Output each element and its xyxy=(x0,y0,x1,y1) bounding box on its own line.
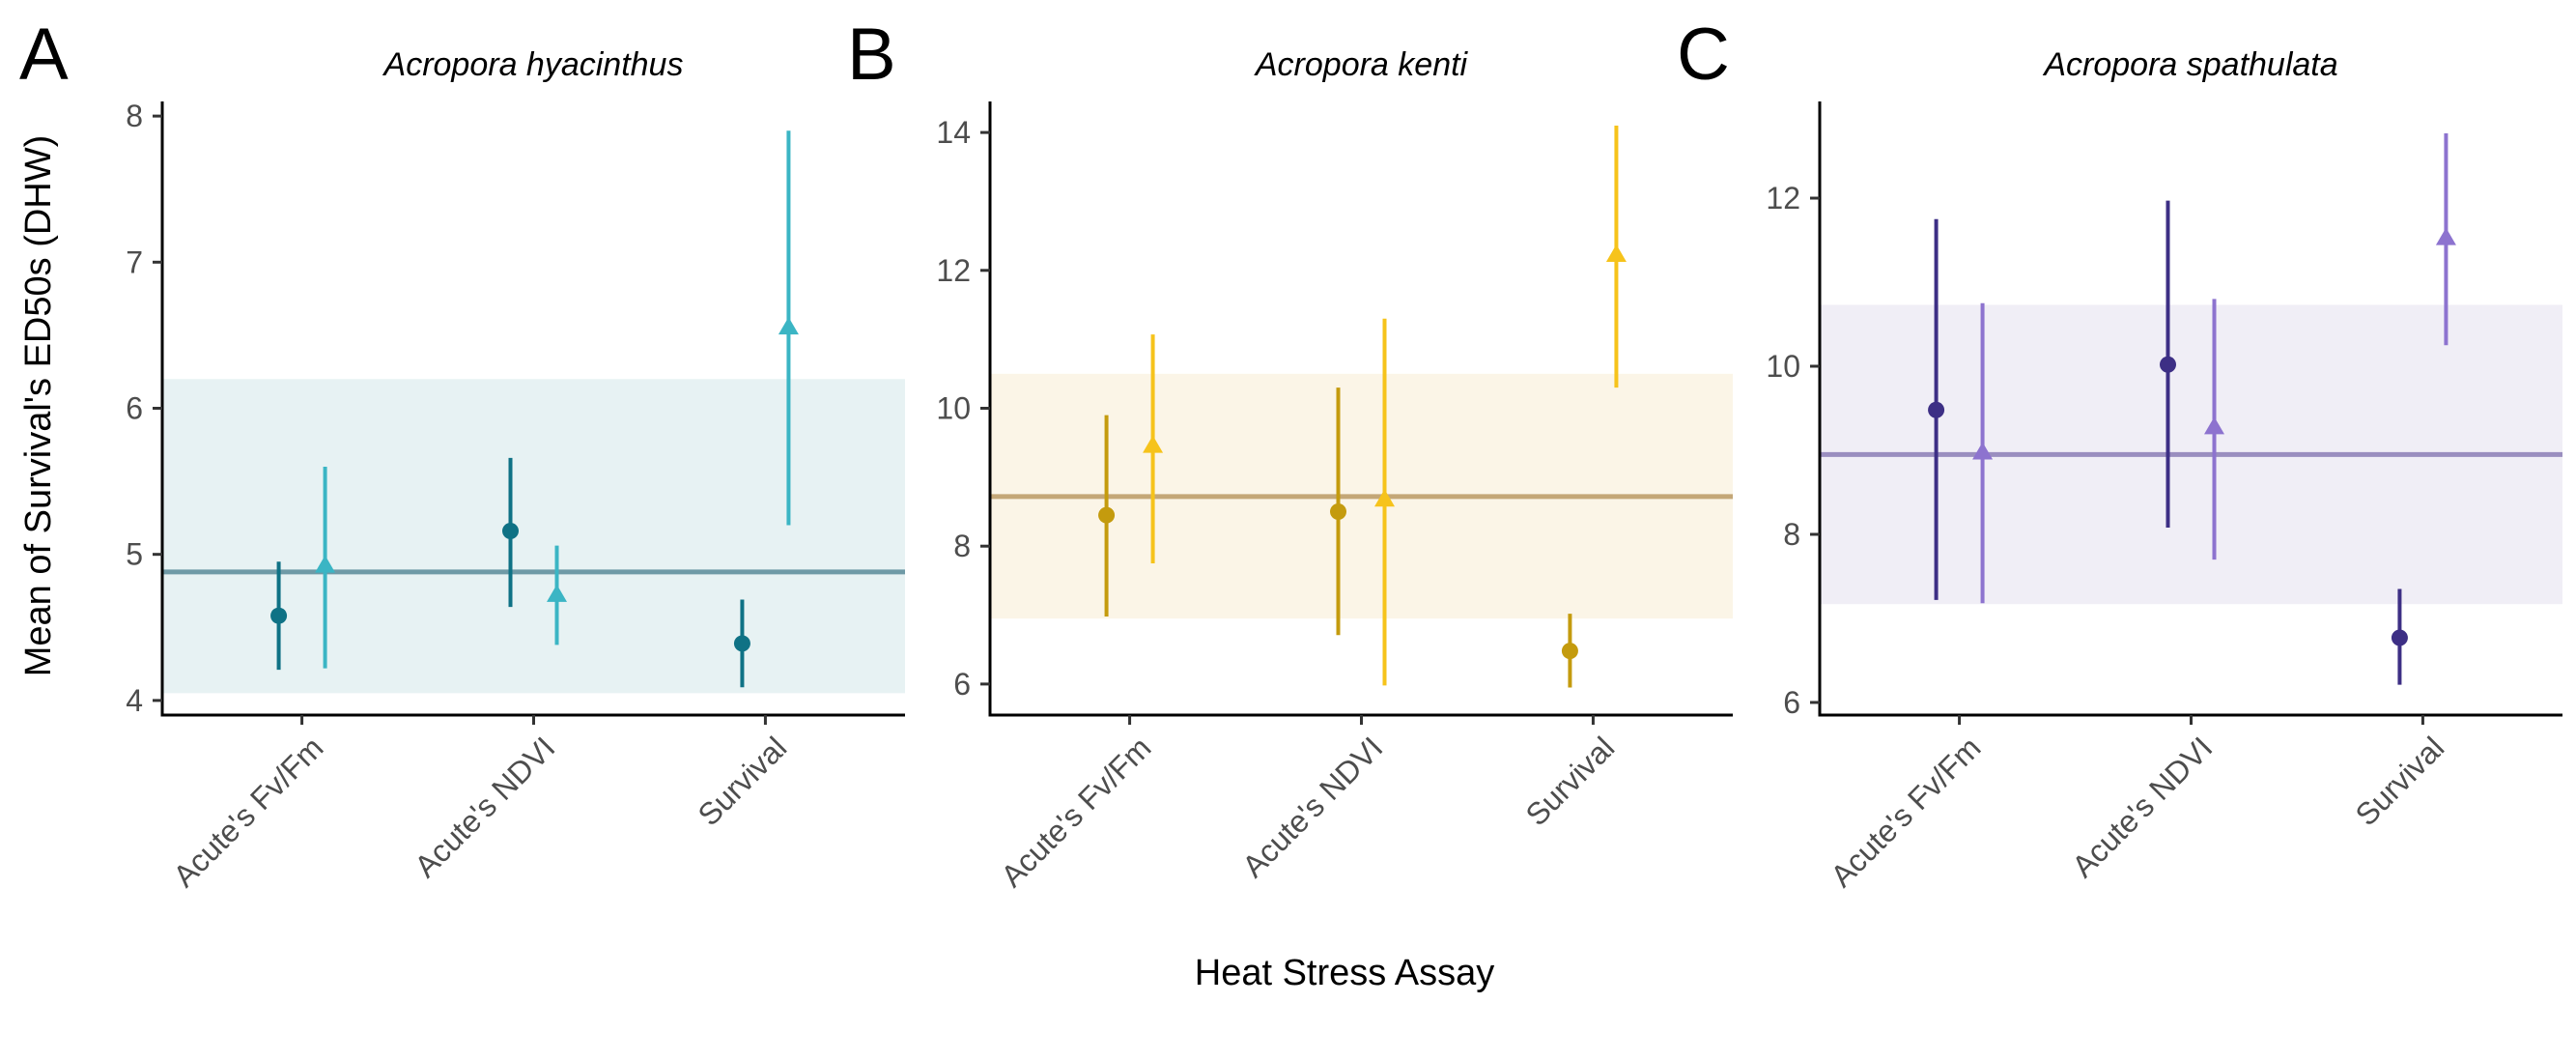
panel-b-x-tick-label: Survival xyxy=(1518,730,1621,832)
panel-b-point-triangle xyxy=(1605,244,1627,262)
panel-b-y-tick-label: 10 xyxy=(936,391,971,426)
panel-a-x-tick-label: Acute's NDVI xyxy=(408,730,561,883)
panel-b-x-tick-label: Acute's Fv/Fm xyxy=(994,730,1157,893)
panel-b-y-tick-label: 6 xyxy=(953,667,971,702)
panel-c-point-circle xyxy=(2391,629,2408,646)
panel-c-y-tick-label: 6 xyxy=(1783,685,1800,720)
panel-a-y-tick-label: 5 xyxy=(126,537,143,572)
panel-a-y-tick-label: 6 xyxy=(126,391,143,426)
panel-c-x-tick-label: Acute's NDVI xyxy=(2065,730,2219,883)
panel-a-reference-band xyxy=(162,379,905,694)
panel-c-y-tick-label: 10 xyxy=(1766,349,1800,384)
panel-a-title: Acropora hyacinthus xyxy=(382,46,684,83)
panel-c-point-triangle xyxy=(2435,227,2456,245)
panel-b-point-circle xyxy=(1098,506,1116,524)
x-axis-title: Heat Stress Assay xyxy=(1195,953,1494,993)
panel-a-x-tick-label: Acute's Fv/Fm xyxy=(166,730,329,893)
panel-c-letter: C xyxy=(1677,14,1730,96)
panel-c-point-circle xyxy=(2160,356,2176,373)
panel-b-x-tick-label: Acute's NDVI xyxy=(1235,730,1389,883)
panel-c-title: Acropora spathulata xyxy=(2042,46,2337,83)
panel-b-title: Acropora kenti xyxy=(1254,46,1469,83)
panel-c-point-triangle xyxy=(1972,442,1994,460)
panel-b-point-circle xyxy=(1561,643,1578,660)
panel-b-point-circle xyxy=(1330,503,1346,521)
panel-a-y-tick-label: 4 xyxy=(126,683,143,718)
panel-c-point-triangle xyxy=(2204,416,2224,435)
panel-a-y-tick-label: 7 xyxy=(126,244,143,279)
panel-c-y-tick-label: 12 xyxy=(1766,181,1800,215)
panel-a-point-circle xyxy=(733,635,750,652)
panel-b-point-triangle xyxy=(1374,489,1395,507)
panel-a-point-circle xyxy=(502,523,519,539)
panel-a-point-triangle xyxy=(315,555,336,573)
panel-a-letter: A xyxy=(19,14,69,96)
panel-c-x-tick-label: Survival xyxy=(2348,730,2450,832)
y-axis-title: Mean of Survival's ED50s (DHW) xyxy=(18,135,59,677)
panel-a-y-tick-label: 8 xyxy=(126,99,143,133)
panel-a-point-triangle xyxy=(778,317,799,335)
panel-b-y-tick-label: 12 xyxy=(936,253,971,288)
panel-a-point-circle xyxy=(270,607,288,624)
panel-c-y-tick-label: 8 xyxy=(1783,517,1800,552)
panel-a-x-tick-label: Survival xyxy=(691,730,793,832)
panel-b-y-tick-label: 8 xyxy=(953,529,971,563)
panel-b-letter: B xyxy=(847,14,896,96)
panel-c-point-circle xyxy=(1928,401,1945,418)
panel-b: 6 8 10 12 14 Acute's Fv/Fm Acute's NDVI Surviva… xyxy=(847,14,1733,894)
panel-b-y-tick-label: 14 xyxy=(936,115,971,150)
panel-c: 6 8 10 12 Acute's Fv/Fm Acute's NDVI Survival A… xyxy=(1677,14,2562,894)
panels: 4 5 6 7 8 Acute's Fv/Fm Acute's NDVI Survival Ac… xyxy=(19,14,2562,894)
panel-c-x-tick-label: Acute's Fv/Fm xyxy=(1824,730,1987,893)
panel-b-point-triangle xyxy=(1143,435,1164,453)
panel-a: 4 5 6 7 8 Acute's Fv/Fm Acute's NDVI Survival Ac… xyxy=(19,14,905,894)
panel-a-point-triangle xyxy=(547,584,567,602)
